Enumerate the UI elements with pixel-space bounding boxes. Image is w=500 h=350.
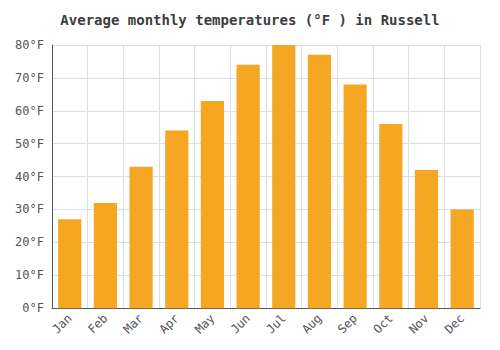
svg-text:20°F: 20°F bbox=[15, 235, 44, 249]
svg-text:Oct: Oct bbox=[371, 311, 396, 336]
svg-text:0°F: 0°F bbox=[22, 301, 44, 315]
svg-text:70°F: 70°F bbox=[15, 71, 44, 85]
svg-text:50°F: 50°F bbox=[15, 137, 44, 151]
svg-text:80°F: 80°F bbox=[15, 38, 44, 52]
svg-text:Jun: Jun bbox=[228, 311, 253, 336]
svg-text:Sep: Sep bbox=[335, 311, 360, 336]
svg-text:Aug: Aug bbox=[299, 311, 324, 336]
svg-text:30°F: 30°F bbox=[15, 202, 44, 216]
svg-text:Nov: Nov bbox=[406, 311, 431, 336]
svg-text:May: May bbox=[192, 311, 217, 336]
svg-text:Apr: Apr bbox=[156, 311, 181, 336]
svg-text:Mar: Mar bbox=[121, 311, 146, 336]
svg-text:60°F: 60°F bbox=[15, 104, 44, 118]
svg-text:Dec: Dec bbox=[442, 311, 467, 336]
svg-text:40°F: 40°F bbox=[15, 170, 44, 184]
svg-text:Jan: Jan bbox=[49, 311, 74, 336]
svg-text:10°F: 10°F bbox=[15, 268, 44, 282]
svg-text:Feb: Feb bbox=[85, 311, 110, 336]
svg-text:Average monthly temperatures (: Average monthly temperatures (°F ) in Ru… bbox=[60, 12, 439, 28]
svg-text:Jul: Jul bbox=[264, 311, 289, 336]
